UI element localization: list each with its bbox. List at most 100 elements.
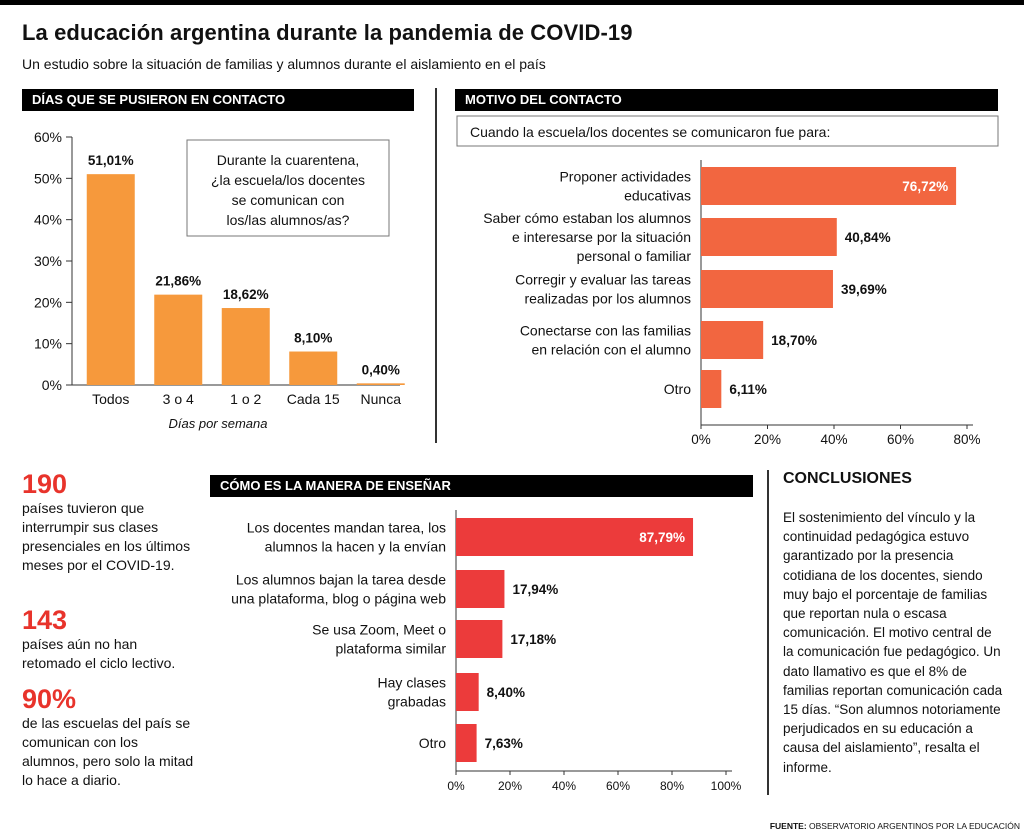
chart1-question-line: se comunican con	[232, 192, 345, 208]
section-band-manera: CÓMO ES LA MANERA DE ENSEÑAR	[210, 475, 753, 497]
chart1-x-axis-title: Días por semana	[169, 416, 268, 431]
section-band-dias: DÍAS QUE SE PUSIERON EN CONTACTO	[22, 89, 414, 111]
chart3-category-label: Hay clases	[378, 675, 446, 691]
chart3-value-label: 17,18%	[510, 632, 556, 647]
stat-text: países aún no han retomado el ciclo lect…	[22, 636, 176, 671]
chart2-category-label: Otro	[664, 381, 691, 397]
chart1-value-label: 51,01%	[88, 153, 134, 168]
chart1-bar	[86, 174, 135, 385]
chart1-category-label: 3 o 4	[163, 391, 194, 407]
chart2-category-label: Conectarse con las familias	[520, 323, 691, 339]
chart3-category-label: Se usa Zoom, Meet o	[312, 622, 446, 638]
stat-number: 143	[22, 605, 68, 635]
divider-bottom	[767, 470, 769, 795]
stat-block-143: 143 países aún no han retomado el ciclo …	[22, 605, 197, 673]
chart3-bar	[456, 673, 479, 711]
chart3-x-tick-label: 100%	[711, 779, 742, 793]
chart3-x-tick-label: 80%	[660, 779, 684, 793]
chart3-category-label: plataforma similar	[336, 641, 447, 657]
chart1-category-label: Nunca	[361, 391, 402, 407]
chart2-bar	[701, 167, 957, 205]
chart1-y-tick-label: 40%	[34, 212, 62, 228]
chart1-question-line: ¿la escuela/los docentes	[211, 172, 365, 188]
chart1-bar	[289, 351, 338, 385]
chart2-value-label: 76,72%	[902, 179, 948, 194]
chart1-bar	[221, 308, 270, 385]
source-label: FUENTE:	[769, 821, 807, 831]
section-band-motivo: MOTIVO DEL CONTACTO	[455, 89, 998, 111]
source-note: FUENTE: OBSERVATORIO ARGENTINOS POR LA E…	[770, 821, 1020, 831]
stat-text: de las escuelas del país se comunican co…	[22, 715, 194, 788]
chart1-value-label: 21,86%	[155, 274, 201, 289]
page-subtitle: Un estudio sobre la situación de familia…	[22, 56, 546, 72]
chart1-bar	[154, 294, 203, 385]
chart3-value-label: 17,94%	[512, 582, 558, 597]
divider-top	[435, 88, 437, 443]
chart1-category-label: Cada 15	[287, 391, 340, 407]
top-rule	[0, 0, 1024, 5]
chart3-category-label: alumnos la hacen y la envían	[265, 539, 446, 555]
conclusions-title: CONCLUSIONES	[783, 470, 912, 487]
chart2-value-label: 6,11%	[729, 382, 767, 397]
chart1-y-tick-label: 0%	[42, 377, 62, 393]
stat-text: países tuvieron que interrumpir sus clas…	[22, 500, 191, 573]
chart2-category-label: Corregir y evaluar las tareas	[515, 272, 691, 288]
chart1-y-tick-label: 60%	[34, 129, 62, 145]
chart2-category-label: educativas	[624, 188, 691, 204]
chart2-x-tick-label: 0%	[691, 432, 711, 447]
chart3-x-tick-label: 0%	[447, 779, 465, 793]
chart2-category-label: en relación con el alumno	[531, 342, 691, 358]
stat-block-90: 90% de las escuelas del país se comunica…	[22, 684, 197, 790]
chart3-value-label: 87,79%	[639, 530, 685, 545]
chart3-category-label: una plataforma, blog o página web	[231, 591, 446, 607]
chart2-bar	[701, 270, 833, 308]
chart2-value-label: 40,84%	[845, 230, 891, 245]
chart2-category-label: Saber cómo estaban los alumnos	[483, 210, 691, 226]
chart2-question-text: Cuando la escuela/los docentes se comuni…	[470, 124, 830, 140]
chart3-category-label: Otro	[419, 735, 446, 751]
chart1-question-box	[186, 139, 390, 237]
chart3-category-label: Los docentes mandan tarea, los	[247, 520, 446, 536]
chart2-question-box	[456, 115, 999, 147]
stat-number: 190	[22, 469, 68, 499]
chart1-category-label: Todos	[92, 391, 129, 407]
chart1-y-tick-label: 20%	[34, 294, 62, 310]
chart2-value-label: 39,69%	[841, 282, 887, 297]
chart2-value-label: 18,70%	[771, 333, 817, 348]
chart1-question-line: los/las alumnos/as?	[227, 212, 350, 228]
chart3-bar	[456, 570, 505, 608]
chart2-category-label: Proponer actividades	[559, 169, 691, 185]
chart3-value-label: 8,40%	[487, 685, 525, 700]
page-title: La educación argentina durante la pandem…	[22, 20, 633, 45]
source-text: OBSERVATORIO ARGENTINOS POR LA EDUCACIÓN	[806, 821, 1020, 831]
stat-block-190: 190 países tuvieron que interrumpir sus …	[22, 469, 197, 575]
chart2-x-tick-label: 60%	[887, 432, 914, 447]
chart2-category-label: e interesarse por la situación	[512, 229, 691, 245]
chart2-bar	[701, 218, 837, 256]
chart2-category-label: realizadas por los alumnos	[524, 291, 691, 307]
chart1-y-tick-label: 50%	[34, 170, 62, 186]
chart2-bar	[701, 370, 722, 408]
chart3-category-label: grabadas	[388, 694, 446, 710]
conclusions-text: El sostenimiento del vínculo y la contin…	[783, 510, 1003, 775]
chart2-x-tick-label: 40%	[820, 432, 847, 447]
chart2-x-tick-label: 20%	[754, 432, 781, 447]
chart1-category-label: 1 o 2	[230, 391, 261, 407]
chart3-x-tick-label: 40%	[552, 779, 576, 793]
chart2-category-label: personal o familiar	[577, 248, 692, 264]
chart1-value-label: 8,10%	[294, 331, 332, 346]
chart1-value-label: 18,62%	[223, 287, 269, 302]
chart3-x-tick-label: 60%	[606, 779, 630, 793]
stat-number: 90%	[22, 684, 77, 714]
chart2-bar	[701, 321, 764, 359]
chart2-x-tick-label: 80%	[953, 432, 980, 447]
chart3-x-tick-label: 20%	[498, 779, 522, 793]
chart1-value-label: 0,40%	[362, 362, 400, 377]
chart3-bar	[456, 620, 503, 658]
chart3-bar	[456, 724, 477, 762]
chart3-value-label: 7,63%	[485, 736, 523, 751]
chart3-category-label: Los alumnos bajan la tarea desde	[236, 572, 446, 588]
chart1-y-tick-label: 30%	[34, 253, 62, 269]
chart3-bar	[456, 518, 694, 556]
